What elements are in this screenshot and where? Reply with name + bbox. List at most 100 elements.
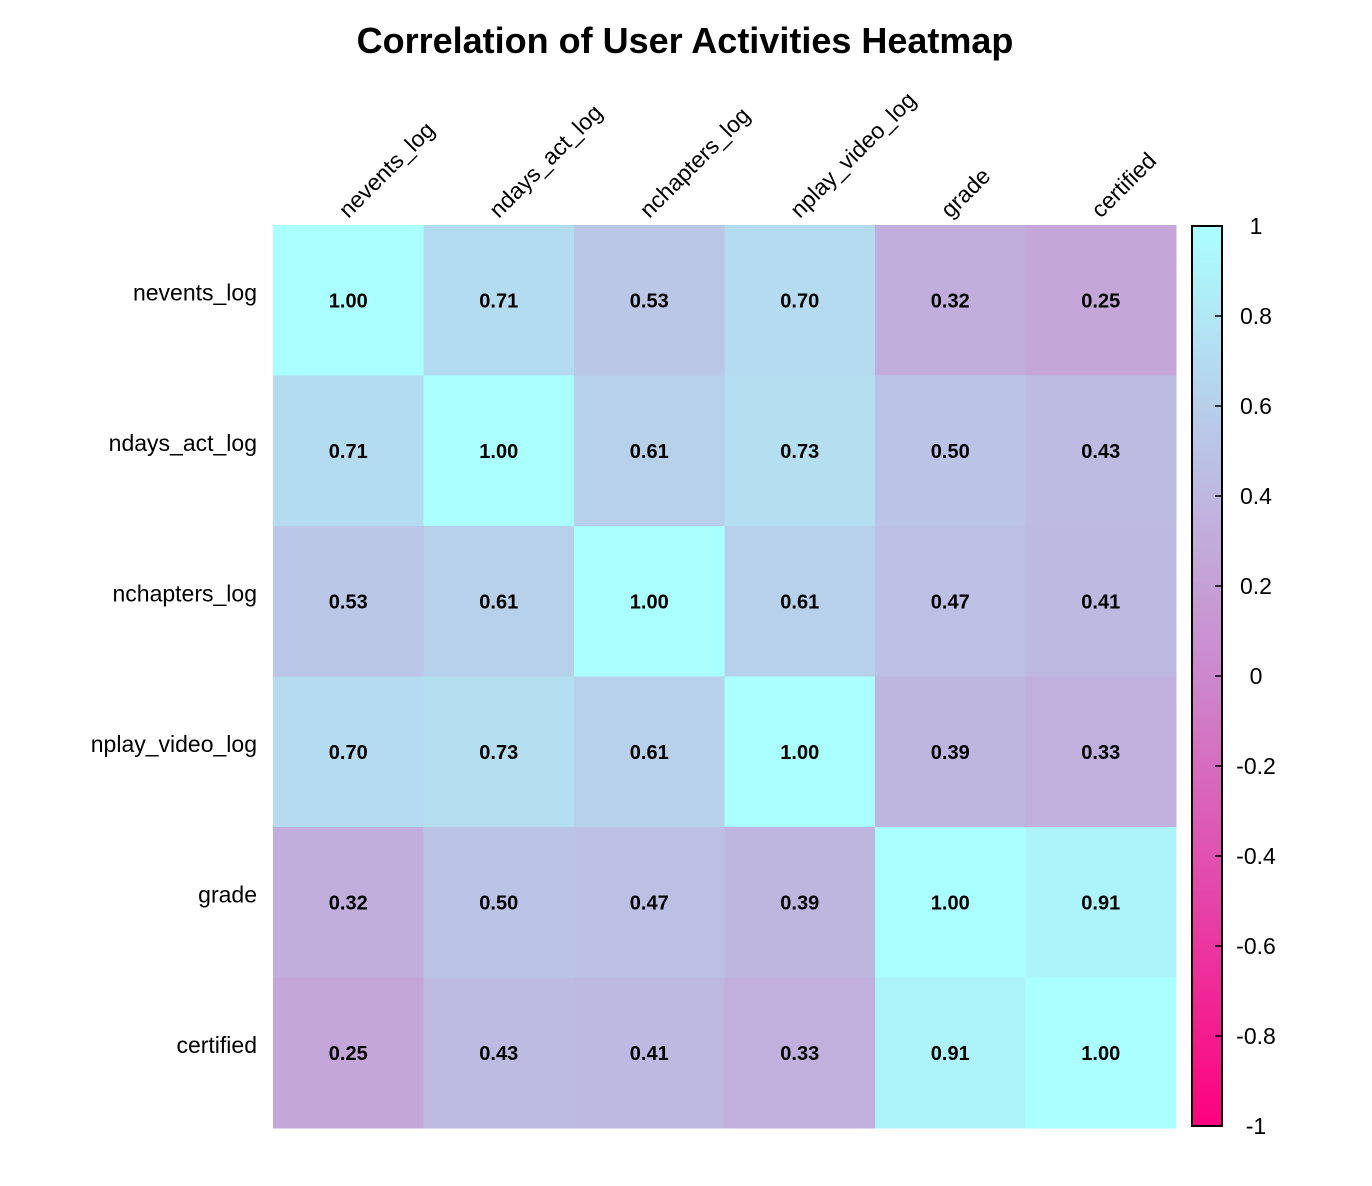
heatmap-cell [574,225,725,376]
heatmap-cells [273,225,1177,1129]
heatmap-cell [423,375,575,527]
heatmap-cell [423,676,575,828]
cell-value-label: 0.25 [1081,290,1120,312]
heatmap-cell [1025,375,1177,527]
cell-value-label: 0.41 [630,1043,669,1065]
cell-value-label: 0.61 [630,441,669,463]
row-label: nchapters_log [113,580,258,606]
colorbar: 1 0.8 0.6 0.4 0.2 0 -0.2 -0.4 -0.6 -0.8 -1 [1191,213,1276,1139]
colorbar-tick-label: 0.6 [1240,393,1272,419]
cell-value-label: 0.43 [479,1043,518,1065]
row-label: ndays_act_log [109,430,257,456]
cell-value-label: 0.33 [1081,742,1120,764]
row-label: certified [176,1032,257,1058]
heatmap-cell [273,225,424,376]
row-label: grade [198,881,257,907]
colorbar-tick-label: 0.2 [1240,573,1272,599]
column-labels: nevents_log ndays_act_log nchapters_log npl… [333,87,1161,223]
cell-value-label: 0.47 [630,892,669,914]
cell-value-label: 0.32 [931,290,970,312]
heatmap-cell [724,375,876,527]
heatmap-cell [423,526,575,677]
cell-value-label: 0.43 [1081,441,1120,463]
column-label: nchapters_log [634,102,755,223]
cell-value-label: 0.73 [479,742,518,764]
cell-value-label: 1.00 [1081,1043,1120,1065]
column-label: nplay_video_log [785,87,921,223]
heatmap-cell [1025,827,1177,978]
cell-value-label: 0.50 [931,441,970,463]
colorbar-tick-label: -0.2 [1236,753,1276,779]
cell-value-label: 1.00 [479,441,518,463]
colorbar-tick-label: -1 [1246,1113,1266,1139]
heatmap-cell [273,676,424,828]
chart-title: Correlation of User Activities Heatmap [357,20,1014,61]
heatmap-cell [875,375,1026,527]
heatmap-cell [273,526,424,677]
heatmap-cell [273,827,424,978]
heatmap-cell [875,526,1026,677]
cell-value-label: 0.61 [630,742,669,764]
colorbar-tick-label: 0 [1250,663,1263,689]
heatmap-cell [875,977,1026,1129]
column-label: nevents_log [333,116,439,222]
cell-value-label: 0.91 [1081,892,1120,914]
heatmap-cell [724,526,876,677]
cell-value-label: 0.71 [329,441,368,463]
heatmap-cell [724,977,876,1129]
colorbar-tick-label: -0.8 [1236,1023,1276,1049]
heatmap-cell [1025,977,1177,1129]
heatmap-cell [1025,676,1177,828]
cell-value-label: 0.53 [630,290,669,312]
heatmap-cell [875,827,1026,978]
cell-value-label: 0.25 [329,1043,368,1065]
heatmap-cell [875,676,1026,828]
cell-value-label: 0.61 [780,591,819,613]
heatmap-cell [574,676,725,828]
heatmap-cell [574,977,725,1129]
heatmap-cell [724,676,876,828]
heatmap-cell [273,375,424,527]
column-label: grade [935,163,995,223]
colorbar-tick-label: 0.4 [1240,483,1272,509]
colorbar-tick-label: 1 [1250,213,1263,239]
heatmap-cell [574,375,725,527]
cell-value-label: 0.33 [780,1043,819,1065]
heatmap-cell [423,827,575,978]
heatmap-cell [724,827,876,978]
heatmap-cell [273,977,424,1129]
heatmap-cell-labels: 1.00 0.71 0.53 0.70 0.32 0.25 0.71 1.00 0.61 0.73… [329,290,1120,1065]
cell-value-label: 0.39 [780,892,819,914]
cell-value-label: 0.73 [780,441,819,463]
heatmap-cell [875,225,1026,376]
cell-value-label: 0.71 [479,290,518,312]
heatmap-cell [423,225,575,376]
colorbar-tick-label: -0.6 [1236,933,1276,959]
heatmap-cell [1025,526,1177,677]
column-label: ndays_act_log [484,99,607,222]
cell-value-label: 0.39 [931,742,970,764]
cell-value-label: 0.61 [479,591,518,613]
heatmap-cell [574,827,725,978]
cell-value-label: 0.41 [1081,591,1120,613]
colorbar-tick-label: 0.8 [1240,303,1272,329]
row-label: nevents_log [133,279,257,305]
row-label: nplay_video_log [91,731,257,757]
cell-value-label: 1.00 [329,290,368,312]
cell-value-label: 1.00 [931,892,970,914]
heatmap-cell [574,526,725,677]
cell-value-label: 0.32 [329,892,368,914]
heatmap-cell [423,977,575,1129]
column-label: certified [1086,147,1161,222]
cell-value-label: 1.00 [780,742,819,764]
cell-value-label: 0.53 [329,591,368,613]
cell-value-label: 0.91 [931,1043,970,1065]
heatmap-cell [1025,225,1177,376]
row-labels: nevents_log ndays_act_log nchapters_lognpl… [91,279,257,1058]
cell-value-label: 0.50 [479,892,518,914]
cell-value-label: 1.00 [630,591,669,613]
cell-value-label: 0.70 [329,742,368,764]
cell-value-label: 0.47 [931,591,970,613]
